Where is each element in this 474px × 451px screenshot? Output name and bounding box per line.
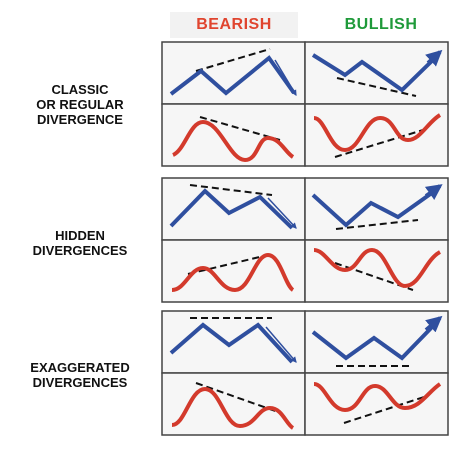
oscillator-wave <box>171 386 295 430</box>
panel-grid <box>161 41 449 436</box>
price-line <box>311 188 438 228</box>
trendline <box>336 77 417 97</box>
hidden-bullish-price <box>311 184 443 230</box>
oscillator-wave <box>313 382 442 413</box>
arrow-line <box>267 197 297 229</box>
bullish-header: BULLISH <box>344 16 418 33</box>
row-label-line: DIVERGENCE <box>37 112 123 127</box>
panel-hidden-bullish-price <box>304 177 449 241</box>
arrow-head-shaft <box>424 315 443 333</box>
panel-exag-bullish-osc <box>304 372 449 436</box>
arrow-head-shaft <box>424 184 443 200</box>
row-label-line: OR REGULAR <box>36 97 124 112</box>
arrow-line <box>274 59 297 97</box>
exag-bearish-osc <box>171 382 295 430</box>
exag-bullish-osc <box>313 382 442 424</box>
classic-bullish-price <box>311 49 443 97</box>
trendline <box>343 396 425 424</box>
classic-bearish-price <box>169 48 297 97</box>
row-label-classic: CLASSIC OR REGULAR DIVERGENCE <box>6 82 154 127</box>
exag-bearish-price <box>169 317 297 364</box>
price-line <box>311 321 438 361</box>
row-label-hidden: HIDDEN DIVERGENCES <box>6 228 154 258</box>
trendline <box>334 129 424 158</box>
arrow-head-shaft <box>425 49 443 67</box>
classic-bullish-osc <box>313 113 442 158</box>
row-label-line: CLASSIC <box>51 82 109 97</box>
oscillator-wave <box>313 113 442 153</box>
row-label-line: DIVERGENCES <box>32 243 128 258</box>
trendline <box>189 184 273 196</box>
trendline <box>195 48 271 72</box>
exag-bullish-price <box>311 315 443 367</box>
price-line <box>169 188 294 230</box>
bearish-header: BEARISH <box>170 12 298 38</box>
classic-bearish-osc <box>171 116 295 163</box>
oscillator-wave <box>171 252 295 293</box>
hidden-bullish-osc <box>313 247 442 291</box>
trendline <box>335 219 419 230</box>
row-label-line: HIDDEN <box>55 228 105 243</box>
row-label-line: EXAGGERATED <box>30 360 130 375</box>
trendline <box>195 382 282 414</box>
panel-classic-bearish-osc <box>161 103 306 167</box>
hidden-bearish-osc <box>171 252 295 293</box>
row-label-exaggerated: EXAGGERATED DIVERGENCES <box>6 360 154 390</box>
trendline <box>187 254 269 275</box>
oscillator-wave <box>171 119 295 163</box>
row-label-line: DIVERGENCES <box>32 375 128 390</box>
price-line <box>169 55 296 96</box>
oscillator-wave <box>313 247 442 289</box>
price-line <box>311 53 439 93</box>
hidden-bearish-price <box>169 184 297 230</box>
arrow-line <box>265 326 297 363</box>
price-line <box>169 322 294 364</box>
